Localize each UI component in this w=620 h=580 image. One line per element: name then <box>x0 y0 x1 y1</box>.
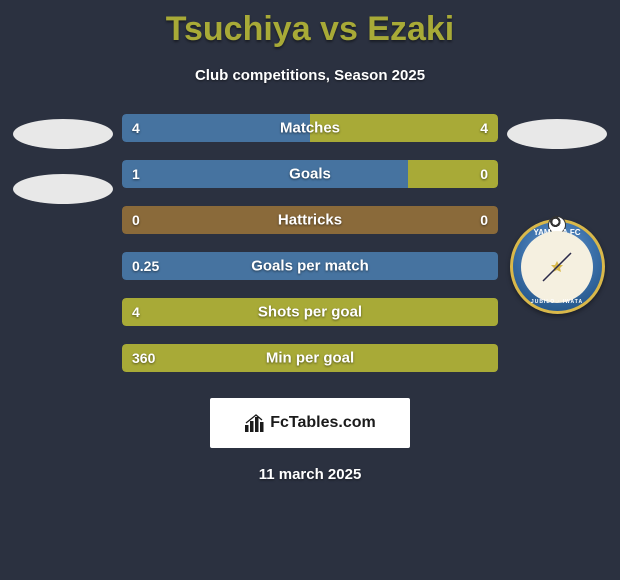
stat-label: Hattricks <box>278 212 342 229</box>
comparison-content: 4 4 Matches 1 0 Goals 0 0 Hattricks 0.25 Goals per… <box>0 114 620 390</box>
logo-crest <box>521 231 593 303</box>
stat-row: 360 Min per goal <box>122 344 498 372</box>
stat-value-left: 4 <box>132 120 140 136</box>
stat-value-right: 4 <box>480 120 488 136</box>
stat-label: Goals <box>289 166 331 183</box>
stat-label: Goals per match <box>251 258 369 275</box>
left-club-logo-placeholder <box>13 174 113 204</box>
subtitle: Club competitions, Season 2025 <box>0 67 620 84</box>
stat-value-right: 0 <box>480 212 488 228</box>
stat-row: 0.25 Goals per match <box>122 252 498 280</box>
stat-label: Matches <box>280 120 340 137</box>
moon-crest-icon <box>537 247 577 287</box>
stat-row: 4 Shots per goal <box>122 298 498 326</box>
stat-row: 4 4 Matches <box>122 114 498 142</box>
footer-brand-badge: FcTables.com <box>210 398 410 448</box>
stat-value-left: 0.25 <box>132 258 159 274</box>
page-title: Tsuchiya vs Ezaki <box>0 0 620 49</box>
stat-label: Shots per goal <box>258 304 362 321</box>
stats-bars: 4 4 Matches 1 0 Goals 0 0 Hattricks 0.25 Goals per… <box>118 114 502 390</box>
stat-value-left: 360 <box>132 350 155 366</box>
logo-bottom-text: JUBILO · IWATA <box>513 299 602 305</box>
right-club-logo: YAMAHA FC JUBILO · IWATA <box>510 219 605 314</box>
bar-chart-icon <box>244 413 266 433</box>
stat-row: 0 0 Hattricks <box>122 206 498 234</box>
left-player-avatar-placeholder <box>13 119 113 149</box>
stat-label: Min per goal <box>266 350 354 367</box>
right-player-avatar-placeholder <box>507 119 607 149</box>
stat-value-left: 4 <box>132 304 140 320</box>
stat-row: 1 0 Goals <box>122 160 498 188</box>
date-line: 11 march 2025 <box>0 466 620 483</box>
stat-value-left: 0 <box>132 212 140 228</box>
stat-value-left: 1 <box>132 166 140 182</box>
stat-value-right: 0 <box>480 166 488 182</box>
right-player-col: YAMAHA FC JUBILO · IWATA <box>502 114 612 390</box>
stat-bar-left <box>122 160 408 188</box>
footer-brand-text: FcTables.com <box>270 414 376 432</box>
fctables-logo: FcTables.com <box>244 413 376 433</box>
left-player-col <box>8 114 118 390</box>
